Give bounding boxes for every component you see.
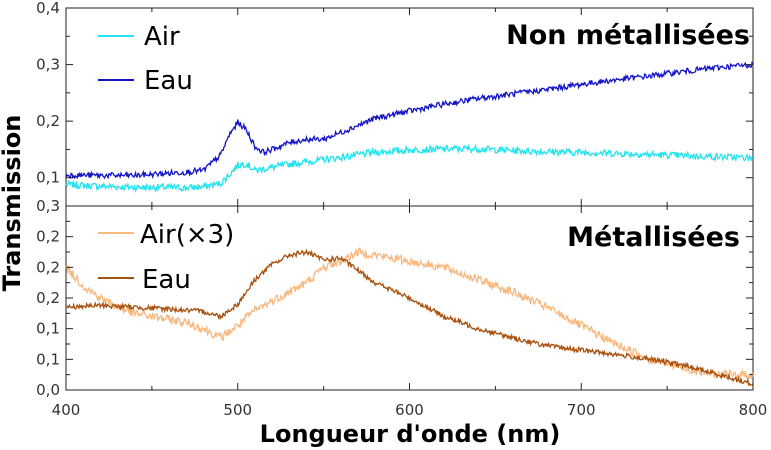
series-line-top-air (65, 143, 754, 193)
x-axis-title: Longueur d'onde (nm) (260, 420, 561, 448)
y-tick-label: 0,2 (36, 258, 60, 276)
panel-top-title: Non métallisées (506, 20, 750, 51)
panel-bottom-series (65, 246, 754, 387)
legend-label-air-x3: Air(×3) (140, 220, 234, 250)
x-ticks: 400 500 600 700 800 (52, 8, 768, 419)
y-tick-label: 0,3 (36, 197, 60, 215)
y-tick-label: 0,2 (36, 228, 60, 246)
legend-label-eau-metal: Eau (142, 265, 191, 295)
y-tick-label: 0,3 (36, 56, 60, 74)
panel-bottom-legend: Air(×3) Eau (98, 220, 234, 295)
x-tick-label: 600 (395, 401, 424, 419)
panel-bottom-title: Métallisées (567, 222, 740, 253)
panel-bottom-y-ticks: 0,0 0,1 0,1 0,2 0,2 0,2 0,3 (36, 197, 753, 399)
x-tick-label: 700 (567, 401, 596, 419)
y-tick-label: 0,2 (36, 112, 60, 130)
y-tick-label: 0,1 (36, 350, 60, 368)
panel-top-y-ticks: 0,1 0,2 0,3 0,4 (36, 0, 753, 187)
x-tick-label: 400 (52, 401, 81, 419)
series-line-bottom-air-3- (65, 246, 754, 381)
panel-top-series (65, 60, 754, 193)
y-tick-label: 0,1 (36, 169, 60, 187)
y-tick-label: 0,0 (36, 381, 60, 399)
series-line-top-eau (65, 60, 754, 180)
y-axis-title: Transmission (0, 115, 26, 292)
x-tick-label: 800 (739, 401, 768, 419)
panel-top-legend: Air Eau (98, 22, 193, 96)
y-tick-label: 0,2 (36, 289, 60, 307)
legend-label-air: Air (144, 22, 180, 52)
x-tick-label: 500 (223, 401, 252, 419)
y-tick-label: 0,1 (36, 320, 60, 338)
legend-label-eau: Eau (144, 66, 193, 96)
series-line-bottom-eau (65, 248, 754, 387)
y-tick-label: 0,4 (36, 0, 60, 17)
